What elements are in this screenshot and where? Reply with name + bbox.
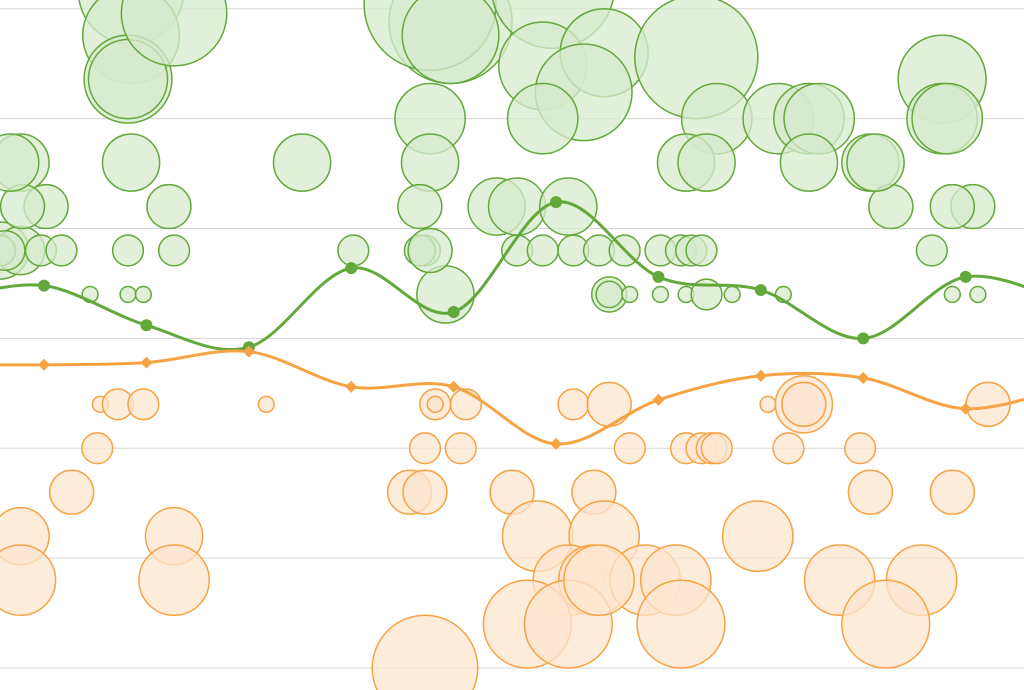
- bubble: [563, 544, 635, 617]
- bubble: [449, 388, 483, 421]
- bubble: [929, 183, 976, 230]
- data-point: [38, 279, 51, 292]
- series-markers: [38, 196, 972, 450]
- bubble: [915, 234, 948, 267]
- bubble: [272, 133, 332, 192]
- data-point: [38, 358, 51, 371]
- bubble: [677, 133, 736, 192]
- bubble: [943, 285, 961, 304]
- bubble: [526, 234, 559, 267]
- bubble: [397, 183, 443, 230]
- bubble: [613, 432, 646, 465]
- bubble: [157, 234, 191, 267]
- data-point: [754, 284, 767, 297]
- bubble: [636, 579, 726, 669]
- data-point: [345, 262, 358, 275]
- bubble: [120, 0, 228, 67]
- bubble: [557, 388, 590, 421]
- bubble: [700, 432, 733, 465]
- bubble: [0, 133, 40, 192]
- data-point: [652, 393, 665, 406]
- bubble: [146, 183, 192, 230]
- bubble: [401, 0, 500, 85]
- data-point: [447, 306, 460, 319]
- data-point: [857, 332, 870, 345]
- bubble: [685, 234, 718, 267]
- bubble: [407, 227, 453, 274]
- bubble: [969, 285, 987, 304]
- bubble: [929, 469, 976, 515]
- data-point: [140, 356, 153, 369]
- data-point: [345, 380, 358, 393]
- data-point: [959, 402, 972, 415]
- bubble: [371, 614, 479, 690]
- bubble: [847, 469, 894, 515]
- bubble: [759, 395, 777, 413]
- bubble: [539, 177, 598, 236]
- data-point: [140, 319, 153, 332]
- bubble: [337, 234, 370, 267]
- bubble: [506, 82, 579, 155]
- bubble: [81, 432, 114, 465]
- data-point: [242, 345, 255, 358]
- bubble: [779, 133, 839, 192]
- data-point: [550, 196, 563, 209]
- bubble: [651, 285, 670, 304]
- bubble: [844, 432, 877, 465]
- data-point: [959, 270, 972, 283]
- bubble: [0, 544, 57, 617]
- bubble: [45, 234, 78, 267]
- bubble: [400, 133, 460, 192]
- bubble: [841, 579, 931, 669]
- bubble: [134, 285, 153, 304]
- bubble: [101, 133, 161, 192]
- bubble: [721, 500, 794, 573]
- bubble: [487, 177, 547, 236]
- bubble: [138, 544, 210, 617]
- bubble: [48, 469, 95, 515]
- bubble: [111, 234, 145, 267]
- bubble: [127, 388, 160, 421]
- data-point: [447, 380, 460, 393]
- bubble: [690, 278, 723, 311]
- bubble: [911, 82, 984, 155]
- bubble: [781, 381, 827, 428]
- bubble: [723, 285, 741, 304]
- bubble: [426, 395, 444, 413]
- bubble: [402, 469, 448, 515]
- data-point: [754, 369, 767, 382]
- bubble: [119, 285, 137, 304]
- bubble: [621, 285, 639, 304]
- data-point: [652, 270, 665, 283]
- bubble: [257, 395, 275, 413]
- bubble: [408, 432, 442, 465]
- bubble: [772, 432, 805, 465]
- data-point: [857, 371, 870, 384]
- bubble: [846, 133, 905, 192]
- bubble: [0, 229, 26, 272]
- bubble: [444, 432, 477, 465]
- bubble: [586, 381, 633, 428]
- bubble: [595, 280, 624, 309]
- data-point: [550, 437, 563, 450]
